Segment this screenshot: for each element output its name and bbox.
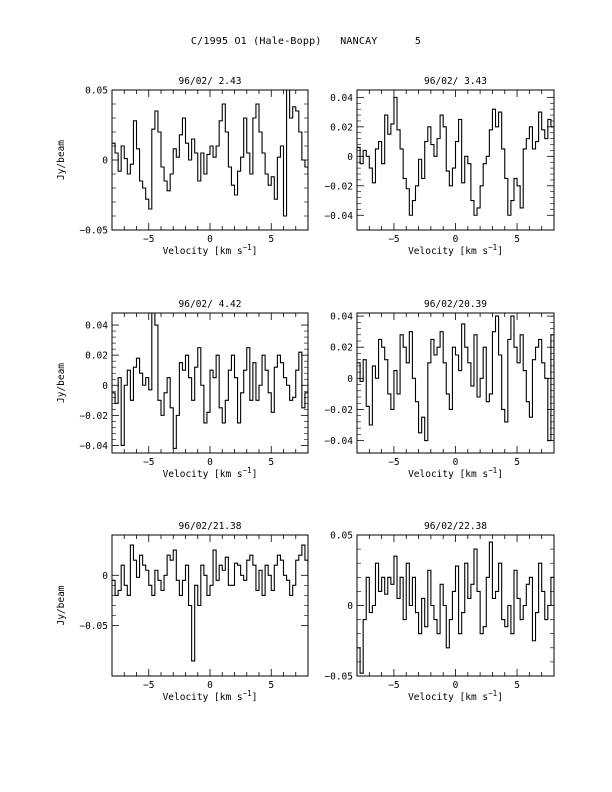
spectrum-line — [357, 315, 554, 442]
x-tick-label: −5 — [143, 234, 154, 245]
x-tick-label: 0 — [207, 680, 213, 691]
spectrum-line — [112, 544, 308, 662]
x-tick-label: −5 — [388, 234, 399, 245]
y-tick-label: 0 — [347, 601, 353, 612]
y-tick-label: −0.02 — [79, 411, 108, 422]
panel-title: 96/02/ 4.42 — [179, 299, 242, 310]
y-tick-label: −0.04 — [324, 211, 353, 222]
y-axis-label: Jy/beam — [56, 363, 67, 403]
x-tick-label: 5 — [514, 457, 520, 468]
x-axis-label: Velocity [km s−1] — [408, 466, 503, 480]
x-tick-label: 0 — [453, 457, 459, 468]
y-tick-label: −0.04 — [324, 436, 353, 447]
y-tick-label: 0.02 — [330, 343, 353, 354]
y-axis-label: Jy/beam — [56, 585, 67, 625]
plot-frame — [356, 312, 555, 454]
y-tick-label: −0.05 — [324, 672, 353, 683]
panel-3: 96/02/ 4.42 −5 0 5 −0.04 −0.02 0 0.02 0.04 Veloci… — [56, 299, 309, 480]
plot-frame — [111, 89, 309, 231]
y-tick-label: 0 — [347, 152, 353, 163]
x-tick-label: 5 — [514, 234, 520, 245]
x-axis-label: Velocity [km s−1] — [163, 466, 258, 480]
x-tick-label: 0 — [453, 234, 459, 245]
x-tick-label: 0 — [207, 234, 213, 245]
panel-title: 96/02/21.38 — [179, 521, 242, 532]
x-tick-label: 0 — [207, 457, 213, 468]
y-tick-label: −0.04 — [79, 441, 108, 452]
y-tick-label: 0 — [102, 381, 108, 392]
y-tick-label: −0.02 — [324, 181, 353, 192]
panel-4: 96/02/20.39 −5 0 5 −0.04 −0.02 0 0.02 0.04 Veloci… — [324, 299, 555, 480]
y-tick-label: 0.05 — [330, 531, 353, 542]
y-tick-label: 0.04 — [330, 312, 353, 323]
panel-title: 96/02/ 2.43 — [179, 76, 242, 87]
x-tick-label: 5 — [268, 680, 274, 691]
y-axis-label: Jy/beam — [56, 140, 67, 180]
x-tick-label: 5 — [268, 234, 274, 245]
x-tick-label: 5 — [268, 457, 274, 468]
y-tick-label: −0.02 — [324, 405, 353, 416]
spectrum-line — [357, 96, 554, 216]
y-tick-label: 0 — [102, 156, 108, 167]
panel-1: 96/02/ 2.43 −5 0 5 −0.05 0 0.05 Velocity [km s−… — [56, 76, 309, 257]
y-tick-label: 0.02 — [330, 122, 353, 133]
spectrum-line — [357, 541, 554, 674]
x-tick-label: −5 — [143, 457, 154, 468]
y-tick-label: 0.04 — [330, 93, 353, 104]
y-tick-label: 0 — [347, 374, 353, 385]
y-tick-label: 0 — [102, 571, 108, 582]
y-tick-label: 0.02 — [85, 351, 108, 362]
y-tick-label: 0.05 — [85, 86, 108, 97]
y-tick-label: 0.04 — [85, 321, 108, 332]
x-axis-label: Velocity [km s−1] — [408, 243, 503, 257]
x-axis-label: Velocity [km s−1] — [163, 243, 258, 257]
spectrum-line — [112, 90, 308, 217]
panel-title: 96/02/22.38 — [424, 521, 487, 532]
x-tick-label: −5 — [388, 457, 399, 468]
x-axis-label: Velocity [km s−1] — [408, 689, 503, 703]
panel-2: 96/02/ 3.43 −5 0 5 −0.04 −0.02 0 0.02 0.04 Veloci… — [324, 76, 555, 257]
y-tick-label: −0.05 — [79, 226, 108, 237]
panel-title: 96/02/ 3.43 — [424, 76, 487, 87]
plot-frame — [111, 534, 309, 677]
spectrum-line — [112, 313, 308, 450]
panel-6: 96/02/22.38 −5 0 5 −0.05 0 0.05 Velocity [km s−… — [324, 521, 555, 703]
page-title: C/1995 O1 (Hale-Bopp) NANCAY 5 — [190, 36, 422, 47]
y-tick-label: −0.05 — [79, 621, 108, 632]
x-tick-label: −5 — [143, 680, 154, 691]
x-tick-label: −5 — [388, 680, 399, 691]
x-tick-label: 0 — [453, 680, 459, 691]
panel-title: 96/02/20.39 — [424, 299, 487, 310]
x-tick-label: 5 — [514, 680, 520, 691]
x-axis-label: Velocity [km s−1] — [163, 689, 258, 703]
